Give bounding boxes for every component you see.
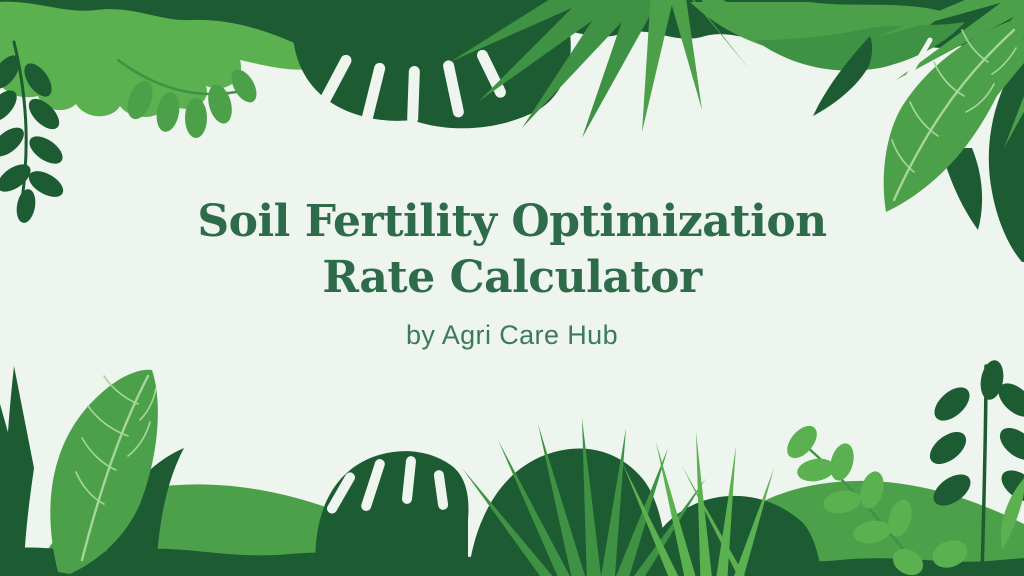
title-block: Soil Fertility Optimization Rate Calcula… bbox=[0, 194, 1024, 351]
title-line-2: Rate Calculator bbox=[322, 251, 702, 303]
veined-leaf-bottom-left bbox=[50, 369, 158, 574]
palm-blades-bottom bbox=[462, 418, 706, 576]
wavy-dark-leaves bbox=[813, 36, 1024, 262]
leaf-drop-sprig bbox=[116, 58, 257, 138]
grass-blades-left bbox=[0, 366, 34, 576]
title-line-1: Soil Fertility Optimization bbox=[197, 196, 827, 247]
monstera-leaf-bottom bbox=[315, 451, 469, 576]
palm-frond-top bbox=[450, 0, 778, 138]
dark-leaf-sprig-top-left bbox=[0, 40, 64, 223]
page-title: Soil Fertility Optimization Rate Calcula… bbox=[0, 194, 1024, 306]
light-leaf-sprig-bottom-right bbox=[787, 425, 914, 562]
bottom-foliage bbox=[0, 360, 1024, 576]
dark-wavy-leaf-left bbox=[102, 448, 184, 576]
light-frond-bottom bbox=[622, 432, 774, 576]
corner-light-leaves bbox=[892, 478, 1024, 576]
byline: by Agri Care Hub bbox=[406, 319, 618, 350]
top-foliage bbox=[0, 0, 1024, 262]
leaf-cluster-top-left bbox=[0, 1, 336, 118]
veined-leaf-top-right bbox=[883, 16, 1024, 212]
